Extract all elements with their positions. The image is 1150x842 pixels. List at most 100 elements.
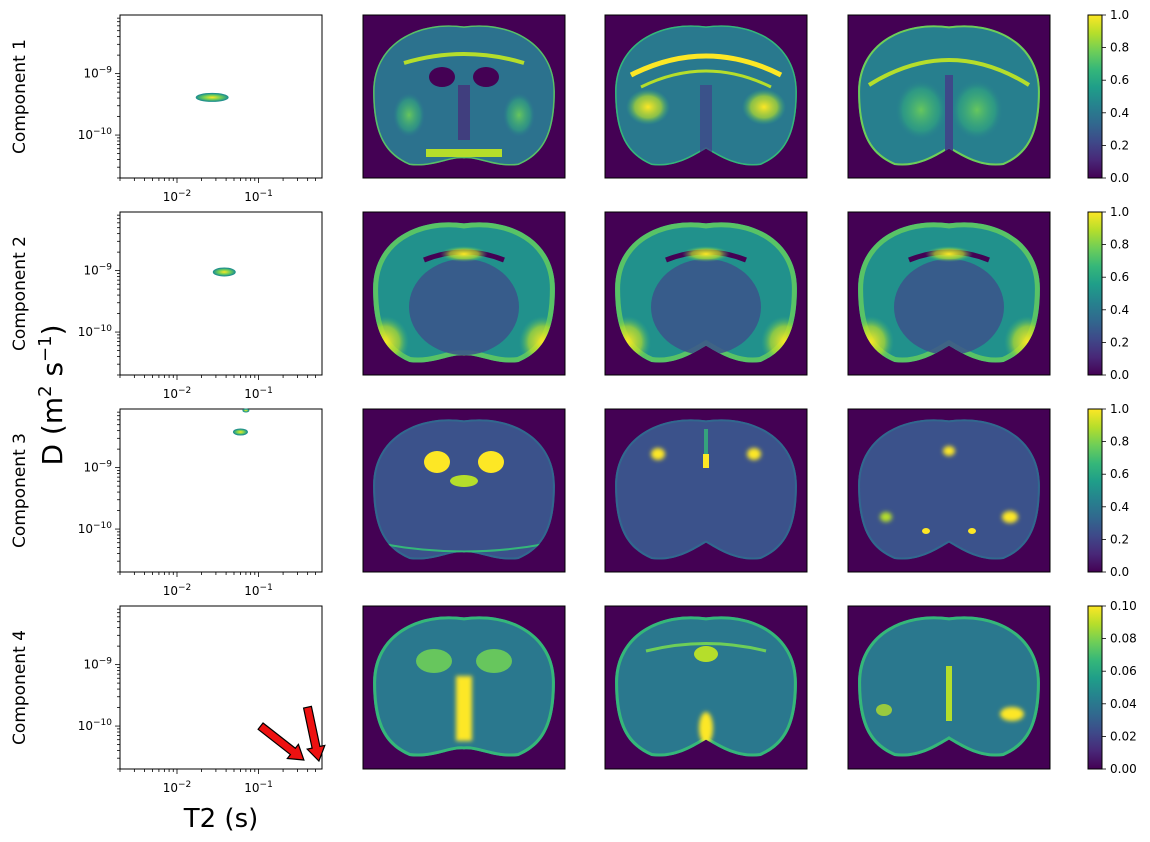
- colorbar-tick-label: 1.0: [1110, 402, 1129, 416]
- row-2: Component 2 10−2 10−1 10−9 10−10 0.0 0.2 0.4 0.6…: [10, 205, 1129, 401]
- colorbar-tick-label: 0.06: [1110, 664, 1137, 678]
- brain-features: [858, 419, 1040, 560]
- brain-features: [373, 25, 555, 166]
- brain-map: [604, 408, 808, 573]
- midline: [458, 85, 470, 140]
- colorbar-tick-label: 0.0: [1110, 368, 1129, 382]
- x-axis-label: T2 (s): [183, 804, 259, 834]
- csf-spot-top: [943, 446, 955, 456]
- hippocampal-band: [925, 246, 973, 262]
- brain-map: [362, 211, 566, 376]
- row-3: Component 3 10−2 10−1 10−9 10−10 0.0 0.2 0.4 0.6…: [10, 402, 1129, 598]
- colorbar-tick-label: 1.0: [1110, 8, 1129, 22]
- brain-features: [373, 616, 555, 757]
- colorbar-gradient: [1087, 408, 1103, 573]
- brain-tissue: [858, 419, 1040, 560]
- cortex-rim: [858, 616, 1040, 757]
- spectrum-peak: [195, 92, 229, 102]
- cortex-rim: [373, 616, 555, 757]
- internal-capsule-right: [742, 89, 786, 125]
- brain-features: [858, 616, 1040, 757]
- midline-bright: [946, 666, 952, 721]
- y-tick-label: 10−10: [78, 521, 113, 536]
- colorbar-tick-label: 0.8: [1110, 435, 1129, 449]
- ventricle-right: [478, 451, 504, 473]
- patch-left: [876, 704, 892, 716]
- x-tick-label: 10−1: [244, 189, 273, 204]
- ventricle-left: [429, 67, 455, 87]
- brain-map: [362, 14, 566, 179]
- csf-spot-low-right: [968, 528, 976, 534]
- midline-bright: [699, 712, 713, 744]
- brain-features: [615, 616, 797, 757]
- x-tick-label: 10−2: [163, 780, 192, 795]
- x-tick-label: 10−2: [163, 583, 192, 598]
- colorbar-tick-label: 0.8: [1110, 41, 1129, 55]
- plot-frame: [119, 408, 323, 573]
- brain-map: [847, 14, 1051, 179]
- brain-map: [362, 408, 566, 573]
- brain-map: [847, 408, 1051, 573]
- colorbar-tick-label: 0.6: [1110, 73, 1129, 87]
- colorbar-gradient: [1087, 605, 1103, 770]
- brain-tissue: [373, 419, 555, 560]
- row-1: Component 1 10−2 10−1 10−9 10−10 0.0 0.2 0.4 0.6…: [10, 8, 1129, 204]
- deep-grey: [651, 259, 761, 355]
- thalamus-right: [951, 80, 1003, 140]
- white-matter: [867, 58, 1031, 87]
- row-label: Component 3: [10, 433, 30, 548]
- y-tick-label: 10−10: [78, 718, 113, 733]
- x-tick-label: 10−2: [163, 189, 192, 204]
- plot-frame: [119, 605, 323, 770]
- midline: [700, 85, 712, 155]
- brain-map: [847, 211, 1051, 376]
- hippocampal-band: [440, 246, 488, 262]
- row-label: Component 4: [10, 630, 30, 745]
- x-tick-label: 10−1: [244, 386, 273, 401]
- colorbar-tick-label: 0.08: [1110, 632, 1137, 646]
- brain-features: [615, 419, 797, 560]
- csf-spot-left: [651, 448, 665, 460]
- brain-features: [858, 25, 1040, 166]
- colorbar-tick-label: 0.8: [1110, 238, 1129, 252]
- rows-layer: Component 1 10−2 10−1 10−9 10−10 0.0 0.2 0.4 0.6…: [10, 8, 1137, 795]
- brain-map: [604, 14, 808, 179]
- colorbar-tick-label: 0.6: [1110, 467, 1129, 481]
- hippocampal-band: [682, 246, 730, 262]
- bright-patch-right: [1000, 707, 1024, 721]
- brain-features: [373, 419, 555, 560]
- colorbar-tick-label: 0.00: [1110, 762, 1137, 776]
- x-tick-label: 10−1: [244, 780, 273, 795]
- spectrum-plot: 10−2 10−1 10−9 10−10: [78, 408, 323, 598]
- annotation-arrow: [257, 722, 305, 761]
- cortex-rim: [858, 419, 1040, 560]
- colorbar-tick-label: 0.4: [1110, 303, 1129, 317]
- white-matter: [403, 52, 525, 65]
- internal-capsule-left: [626, 89, 670, 125]
- csf-dorsal: [704, 429, 708, 454]
- y-tick-label: 10−9: [83, 66, 112, 81]
- csf-spot-right: [1002, 511, 1018, 523]
- colorbar-tick-label: 0.4: [1110, 106, 1129, 120]
- brain-features: [615, 25, 797, 166]
- spectrum-peak: [212, 267, 236, 277]
- cortex-rim: [373, 25, 555, 166]
- csf-spot-low-left: [922, 528, 930, 534]
- brain-map: [604, 211, 808, 376]
- midline-top: [694, 646, 718, 662]
- ventricle-right: [473, 67, 499, 87]
- y-tick-label: 10−9: [83, 263, 112, 278]
- y-tick-label: 10−9: [83, 460, 112, 475]
- row-label: Component 1: [10, 39, 30, 154]
- cortex-rim: [615, 419, 797, 560]
- spectrum-plot: 10−2 10−1 10−9 10−10: [78, 211, 323, 401]
- ventricle-left: [424, 451, 450, 473]
- plot-frame: [119, 211, 323, 376]
- corpus-callosum: [629, 53, 783, 78]
- csf-spot-right: [747, 448, 761, 460]
- colorbar-tick-label: 0.02: [1110, 729, 1137, 743]
- colorbar-gradient: [1087, 14, 1103, 179]
- csf-midline: [703, 454, 709, 468]
- third-ventricle: [450, 475, 478, 487]
